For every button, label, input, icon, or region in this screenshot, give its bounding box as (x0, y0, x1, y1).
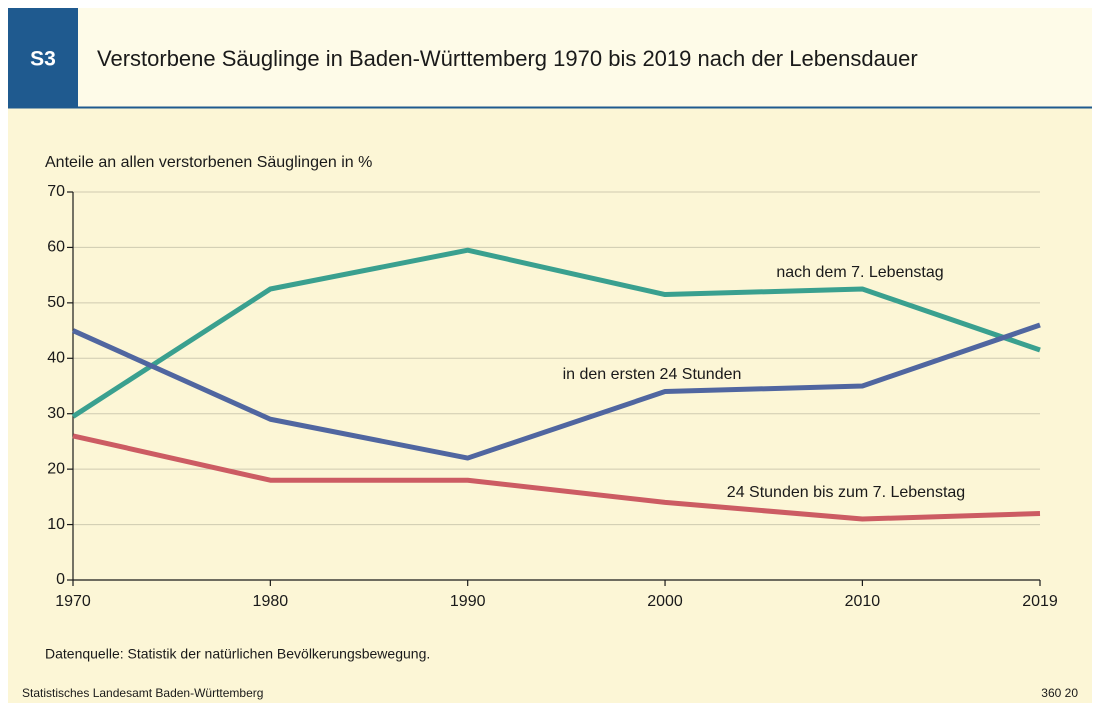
badge: S3 (30, 48, 56, 71)
footer-right: 360 20 (1041, 686, 1078, 700)
x-tick-label: 2019 (1022, 593, 1058, 610)
x-tick-label: 1990 (450, 593, 486, 610)
x-tick-label: 1980 (253, 593, 289, 610)
y-tick-label: 30 (47, 405, 65, 422)
series-label: 24 Stunden bis zum 7. Lebenstag (727, 484, 965, 501)
series-line (71, 322, 1041, 461)
series-line (72, 433, 1041, 522)
y-axis-label: Anteile an allen verstorbenen Säuglingen… (45, 154, 372, 171)
chart-title: Verstorbene Säuglinge in Baden-Württembe… (97, 46, 918, 71)
y-tick-label: 60 (47, 239, 65, 256)
badge-box (8, 8, 78, 107)
y-tick-label: 50 (47, 294, 65, 311)
background (8, 8, 1092, 703)
y-tick-label: 10 (47, 516, 65, 533)
x-tick-label: 1970 (55, 593, 91, 610)
header (8, 8, 1092, 107)
y-tick-label: 40 (47, 350, 65, 367)
source: Datenquelle: Statistik der natürlichen B… (45, 646, 430, 662)
series-label: in den ersten 24 Stunden (563, 366, 742, 383)
y-tick-label: 20 (47, 460, 65, 477)
y-tick-label: 0 (56, 571, 65, 588)
x-tick-label: 2000 (647, 593, 683, 610)
y-tick-label: 70 (47, 183, 65, 200)
series-label: nach dem 7. Lebenstag (776, 264, 943, 281)
footer-left: Statistisches Landesamt Baden-Württember… (22, 686, 263, 700)
series-line (71, 247, 1041, 419)
x-tick-label: 2010 (845, 593, 881, 610)
